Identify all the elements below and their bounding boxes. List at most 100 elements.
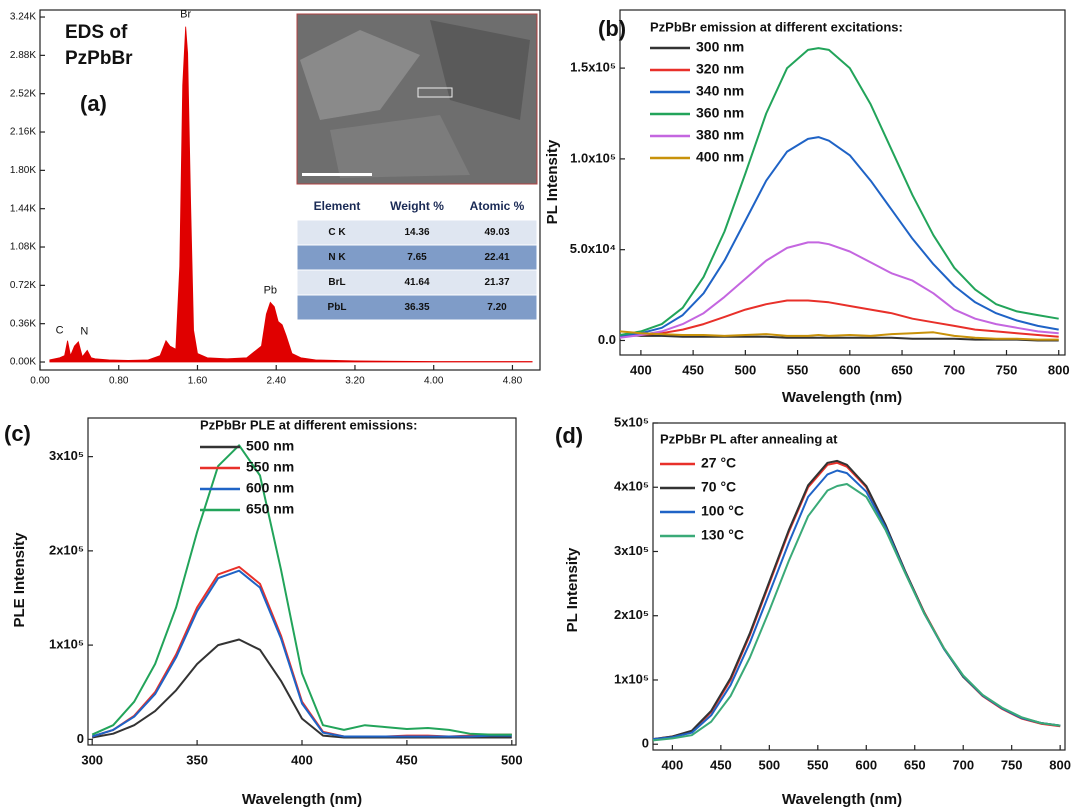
legend-entry: 130 °C xyxy=(701,527,744,543)
x-tick-label: 750 xyxy=(996,362,1018,377)
x-tick-label: 750 xyxy=(1001,757,1023,772)
y-tick-label: 1.80K xyxy=(10,165,36,176)
series-line xyxy=(91,444,512,736)
y-axis-label: PL Intensity xyxy=(564,547,581,632)
peak-label: Br xyxy=(180,9,191,21)
series-line xyxy=(619,334,1059,342)
plot-frame xyxy=(39,9,541,371)
x-tick-label: 550 xyxy=(787,362,809,377)
table-header: Atomic % xyxy=(470,199,525,213)
spectrum-area xyxy=(49,26,533,363)
series-line xyxy=(619,47,1059,336)
x-axis-label: Wavelength (nm) xyxy=(782,791,902,808)
table-cell: 7.65 xyxy=(407,252,427,263)
y-tick-label: 3.24K xyxy=(10,12,36,23)
table-header: Element xyxy=(314,199,361,213)
y-tick-label: 2x10⁵ xyxy=(49,542,84,557)
legend-entry: 360 nm xyxy=(696,105,744,121)
series-line xyxy=(619,136,1059,337)
table-row xyxy=(296,219,538,246)
x-tick-label: 400 xyxy=(662,757,684,772)
peak-label: Pb xyxy=(264,284,277,296)
x-tick-label: 400 xyxy=(291,752,313,767)
x-tick-label: 450 xyxy=(710,757,732,772)
legend-entry: 340 nm xyxy=(696,83,744,99)
legend-entry: 320 nm xyxy=(696,61,744,77)
y-tick-label: 3x10⁵ xyxy=(49,448,84,463)
table-cell: 7.20 xyxy=(487,302,507,313)
peak-label: N xyxy=(80,326,88,338)
table-cell: 22.41 xyxy=(484,252,509,263)
plot-frame xyxy=(619,9,1066,356)
y-tick-label: 0 xyxy=(642,736,649,751)
x-tick-label: 650 xyxy=(891,362,913,377)
x-tick-label: 700 xyxy=(943,362,965,377)
table-cell: 21.37 xyxy=(484,277,509,288)
table-cell: 41.64 xyxy=(404,277,429,288)
legend-entry: 400 nm xyxy=(696,149,744,165)
sem-marker xyxy=(417,87,453,98)
table-row xyxy=(296,294,538,321)
series-line xyxy=(91,569,512,738)
x-tick-label: 700 xyxy=(952,757,974,772)
y-tick-label: 0.00K xyxy=(10,357,36,368)
table-row xyxy=(296,269,538,296)
x-tick-label: 0.00 xyxy=(30,376,50,387)
x-tick-label: 1.60 xyxy=(188,376,208,387)
x-tick-label: 800 xyxy=(1049,757,1071,772)
table-cell: 36.35 xyxy=(404,302,429,313)
y-tick-label: 3x10⁵ xyxy=(614,543,649,558)
legend-title: PzPbBr PLE at different emissions: xyxy=(200,417,417,432)
y-tick-label: 2.52K xyxy=(10,88,36,99)
legend-title: PzPbBr emission at different excitations… xyxy=(650,19,903,34)
x-tick-label: 4.80 xyxy=(503,376,523,387)
y-tick-label: 2.88K xyxy=(10,50,36,61)
sem-grain xyxy=(430,20,530,120)
chart-title: EDS of PzPbBr xyxy=(65,22,133,69)
table-cell: 14.36 xyxy=(404,227,429,238)
panel-label: (c) xyxy=(4,421,31,446)
table-cell: C K xyxy=(328,227,346,238)
y-tick-label: 2.16K xyxy=(10,127,36,138)
legend-entry: 380 nm xyxy=(696,127,744,143)
x-tick-label: 550 xyxy=(807,757,829,772)
panel-label: (a) xyxy=(80,91,107,116)
y-tick-label: 1x10⁵ xyxy=(614,671,649,686)
y-tick-label: 1.44K xyxy=(10,203,36,214)
x-tick-label: 450 xyxy=(682,362,704,377)
table-cell: PbL xyxy=(328,302,347,313)
legend-entry: 550 nm xyxy=(246,459,294,475)
legend-entry: 300 nm xyxy=(696,39,744,55)
table-cell: N K xyxy=(328,252,346,263)
y-tick-label: 1.5x10⁵ xyxy=(570,60,616,75)
peak-label: C xyxy=(56,325,64,337)
table-row xyxy=(296,244,538,271)
x-tick-label: 450 xyxy=(396,752,418,767)
x-tick-label: 350 xyxy=(186,752,208,767)
series-line xyxy=(619,299,1059,338)
y-tick-label: 4x10⁵ xyxy=(614,479,649,494)
y-tick-label: 0.0 xyxy=(598,332,616,347)
panel-label: (b) xyxy=(598,16,626,41)
legend-entry: 70 °C xyxy=(701,479,736,495)
x-tick-label: 500 xyxy=(501,752,523,767)
x-tick-label: 3.20 xyxy=(345,376,365,387)
y-tick-label: 0 xyxy=(77,731,84,746)
table-cell: 49.03 xyxy=(484,227,509,238)
legend-entry: 27 °C xyxy=(701,455,736,471)
y-tick-label: 1.0x10⁵ xyxy=(570,150,616,165)
y-tick-label: 5.0x10⁴ xyxy=(570,241,616,256)
x-tick-label: 4.00 xyxy=(424,376,444,387)
y-tick-label: 5x10⁵ xyxy=(614,414,649,429)
sem-grain xyxy=(300,30,420,120)
legend-entry: 100 °C xyxy=(701,503,744,519)
y-axis-label: PL Intensity xyxy=(544,139,561,224)
legend-entry: 500 nm xyxy=(246,438,294,454)
x-tick-label: 0.80 xyxy=(109,376,129,387)
x-axis-label: Wavelength (nm) xyxy=(242,791,362,808)
y-tick-label: 2x10⁵ xyxy=(614,607,649,622)
panel-label: (d) xyxy=(555,423,583,448)
x-tick-label: 500 xyxy=(735,362,757,377)
